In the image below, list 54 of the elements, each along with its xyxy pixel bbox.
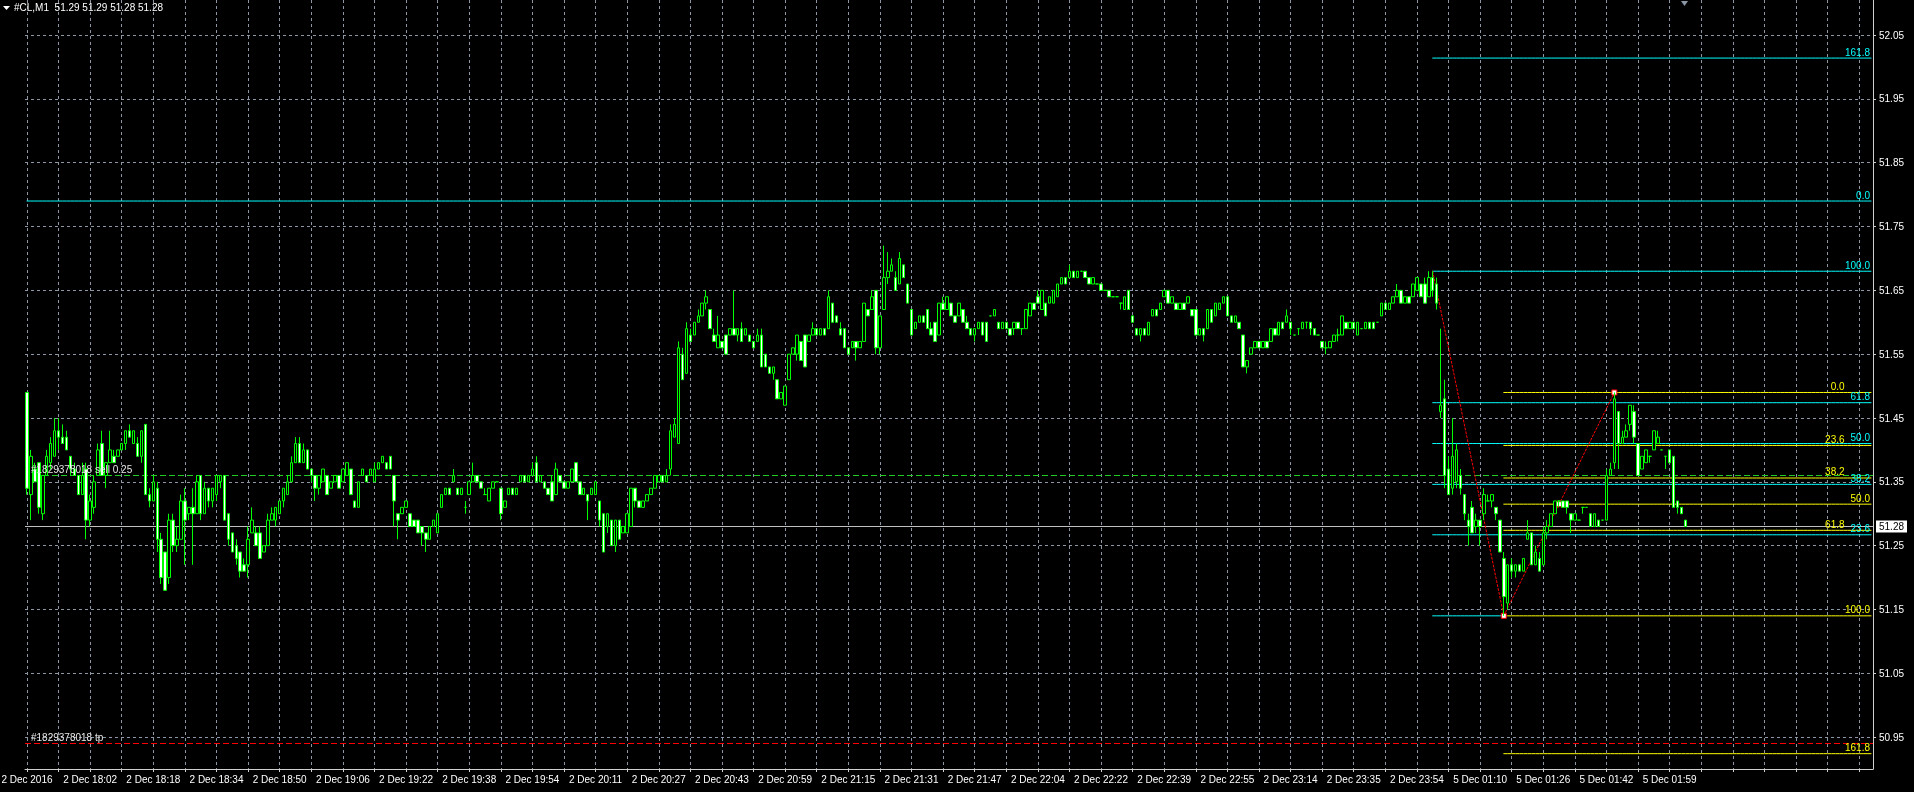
- x-tick-label: 2 Dec 19:06: [315, 773, 371, 785]
- x-tick-label: 2 Dec 21:31: [884, 773, 939, 785]
- x-tick-label: 5 Dec 01:10: [1453, 773, 1508, 785]
- chart-title: #CL,M1 51.29 51.29 51.28 51.28: [14, 1, 164, 13]
- series-label: 50.0: [1850, 432, 1871, 444]
- x-tick-label: 2 Dec 19:38: [442, 773, 497, 785]
- y-tick-label: 51.75: [1879, 221, 1905, 233]
- x-tick-label: 2 Dec 18:34: [189, 773, 244, 785]
- x-tick-label: 2 Dec 23:35: [1326, 773, 1382, 785]
- x-tick-label: 2 Dec 22:55: [1200, 773, 1255, 785]
- x-tick-label: 2 Dec 22:39: [1137, 773, 1192, 785]
- y-tick-label: 51.35: [1879, 476, 1905, 488]
- x-tick-label: 2 Dec 18:18: [126, 773, 181, 785]
- x-tick-label: 2 Dec 20:43: [694, 773, 750, 785]
- y-tick-label: 51.65: [1879, 284, 1905, 296]
- x-tick-label: 2 Dec 19:54: [505, 773, 560, 785]
- y-tick-label: 51.45: [1879, 412, 1905, 424]
- x-tick-label: 2 Dec 20:59: [758, 773, 813, 785]
- y-tick-label: 51.85: [1879, 157, 1905, 169]
- y-tick-label: 51.95: [1879, 93, 1905, 105]
- ref-line-label: #1829378018 tp: [31, 731, 104, 743]
- x-tick-label: 5 Dec 01:42: [1579, 773, 1634, 785]
- y-tick-label: 51.15: [1879, 603, 1905, 615]
- x-tick-label: 2 Dec 23:54: [1389, 773, 1445, 785]
- x-tick-label: 5 Dec 01:26: [1516, 773, 1571, 785]
- x-tick-label: 2 Dec 19:22: [379, 773, 434, 785]
- series-label: 0.0: [1856, 189, 1871, 201]
- ref-line-label: 51.28: [1879, 520, 1905, 532]
- x-tick-label: 2 Dec 22:04: [1010, 773, 1066, 785]
- series-label: 38.2: [1850, 472, 1871, 484]
- y-tick-label: 50.95: [1879, 731, 1905, 743]
- x-tick-label: 5 Dec 01:59: [1642, 773, 1698, 785]
- series-label: 161.8: [1844, 46, 1871, 58]
- x-tick-label: 2 Dec 18:50: [252, 773, 308, 785]
- x-tick-label: 2 Dec 23:14: [1263, 773, 1318, 785]
- x-tick-label: 2 Dec 18:02: [63, 773, 118, 785]
- series-label: 100.0: [1844, 259, 1871, 271]
- series-label: 50.0: [1850, 492, 1871, 504]
- y-tick-label: 52.05: [1879, 29, 1905, 41]
- series-label: 23.6: [1825, 433, 1845, 445]
- x-tick-label: 2 Dec 21:15: [821, 773, 876, 785]
- x-tick-label: 2 Dec 2016: [1, 773, 53, 785]
- series-label: 100.0: [1844, 604, 1871, 616]
- y-tick-label: 51.25: [1879, 540, 1905, 552]
- x-tick-label: 2 Dec 22:22: [1074, 773, 1129, 785]
- x-tick-label: 2 Dec 21:47: [947, 773, 1003, 785]
- y-tick-label: 51.55: [1879, 348, 1905, 360]
- series-label: 38.2: [1825, 466, 1845, 478]
- x-tick-label: 2 Dec 20:27: [631, 773, 687, 785]
- x-tick-label: 2 Dec 20:11: [569, 773, 623, 785]
- series-label: 161.8: [1844, 742, 1871, 754]
- y-tick-label: 51.05: [1879, 667, 1905, 679]
- series-label: 0.0: [1830, 380, 1845, 392]
- series-label: 61.8: [1850, 391, 1871, 403]
